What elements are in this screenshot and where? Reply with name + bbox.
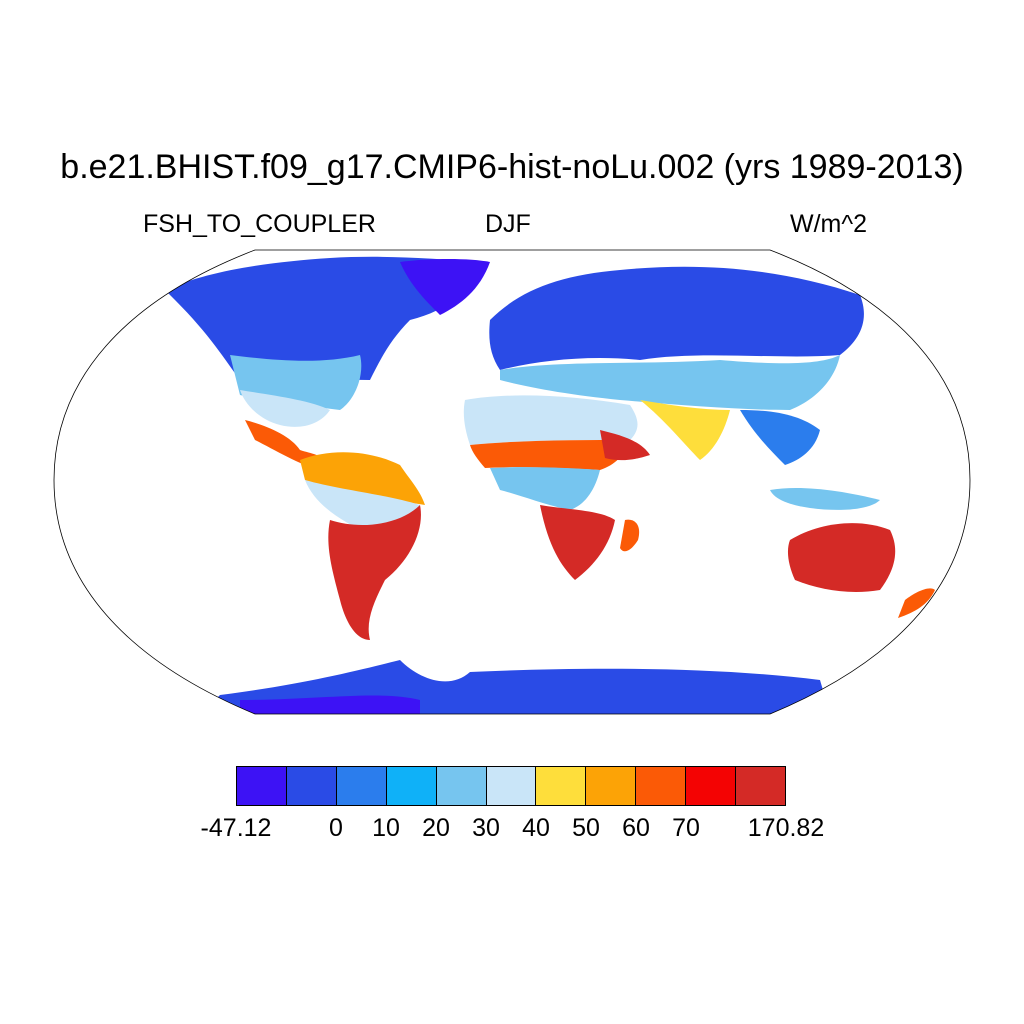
region-south-asia (640, 400, 730, 460)
land-fields (165, 256, 935, 714)
map-outline (53, 249, 971, 715)
region-central-africa (490, 467, 600, 510)
colorbar-cell (536, 767, 587, 805)
region-australia (787, 523, 896, 592)
region-madagascar (620, 519, 640, 552)
units-label: W/m^2 (790, 210, 868, 238)
colorbar-label: -47.12 (200, 814, 272, 842)
colorbar-label: 170.82 (747, 814, 825, 842)
region-antarctica-cold (240, 695, 420, 714)
region-sahel (470, 440, 630, 470)
colorbar-cell (386, 767, 437, 805)
region-south-america-north (300, 452, 425, 505)
colorbar-cell (586, 767, 637, 805)
colorbar-label: 70 (672, 814, 700, 842)
variable-label: FSH_TO_COUPLER (143, 210, 376, 238)
colorbar-label: 50 (572, 814, 600, 842)
colorbar-label: 40 (522, 814, 550, 842)
map-title: b.e21.BHIST.f09_g17.CMIP6-hist-noLu.002 … (60, 148, 964, 186)
colorbar-label: 20 (422, 814, 450, 842)
region-north-africa (463, 395, 638, 445)
season-label: DJF (485, 210, 531, 238)
colorbar-cell (237, 767, 287, 805)
colorbar-label: 30 (472, 814, 500, 842)
colorbar-cell (636, 767, 687, 805)
region-south-america-south (328, 505, 421, 640)
region-mexico (245, 420, 324, 470)
region-north-america-cold (165, 256, 480, 380)
colorbar-cell (436, 767, 487, 805)
region-new-zealand (898, 588, 935, 618)
region-southeast-asia (740, 410, 820, 465)
colorbar-cell (686, 767, 737, 805)
colorbar-label: 60 (622, 814, 650, 842)
colorbar-label: 10 (372, 814, 400, 842)
colorbar-cell (486, 767, 537, 805)
colorbar-cell (336, 767, 387, 805)
region-eurasia-central (500, 355, 840, 410)
region-eurasia-north (489, 266, 864, 370)
region-indonesia (770, 488, 880, 510)
colorbar (236, 766, 786, 806)
colorbar-cell (736, 767, 785, 805)
region-horn-of-africa (600, 430, 650, 461)
colorbar-cell (286, 767, 337, 805)
colorbar-label: 0 (329, 814, 343, 842)
region-greenland (400, 259, 490, 315)
region-north-america-south (240, 390, 330, 427)
region-southern-africa (540, 505, 615, 580)
